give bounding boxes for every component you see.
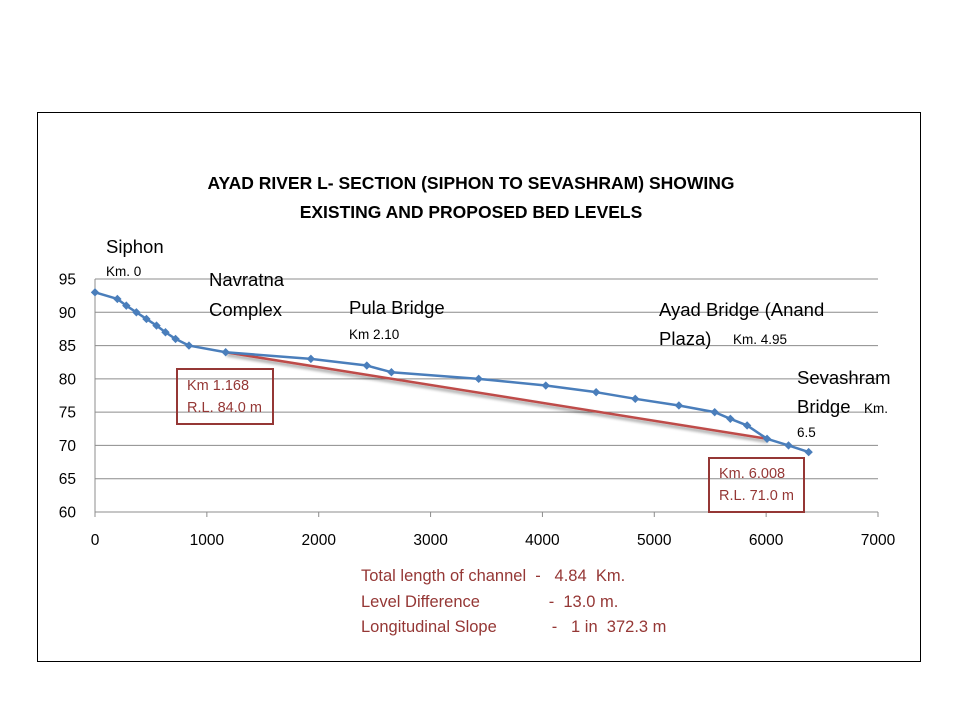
label-sevashram-line-2: Bridge bbox=[797, 396, 850, 417]
existing-bed-level-point bbox=[142, 314, 151, 324]
existing-bed-level-point bbox=[113, 294, 122, 304]
y-tick-label: 65 bbox=[59, 471, 76, 488]
label-ayad-bridge-km: Km. 4.95 bbox=[733, 332, 787, 347]
existing-bed-level-point bbox=[674, 401, 684, 410]
label-sevashram-km: Km. bbox=[864, 401, 888, 416]
label-pula-bridge-km: Km 2.10 bbox=[349, 327, 399, 342]
x-tick-label: 0 bbox=[91, 532, 100, 549]
label-siphon-km: Km. 0 bbox=[106, 264, 141, 279]
x-tick-label: 6000 bbox=[749, 532, 784, 549]
y-tick-labels: 95 90 85 80 75 70 65 60 bbox=[59, 272, 77, 522]
existing-bed-level-series bbox=[90, 288, 813, 457]
existing-bed-level-point bbox=[184, 341, 194, 350]
y-tick-label: 70 bbox=[59, 438, 77, 455]
y-tick-label: 80 bbox=[59, 371, 77, 388]
note-total-length: Total length of channel - 4.84 Km. bbox=[361, 567, 625, 585]
x-tick-label: 1000 bbox=[190, 532, 225, 549]
label-siphon: Siphon bbox=[106, 236, 164, 257]
annotation-start-km: Km 1.168 bbox=[187, 378, 249, 394]
existing-bed-level-point bbox=[804, 447, 813, 457]
existing-bed-level-point bbox=[171, 334, 180, 344]
x-tick-label: 5000 bbox=[637, 532, 672, 549]
y-tick-label: 85 bbox=[59, 338, 76, 355]
note-longitudinal-slope: Longitudinal Slope - 1 in 372.3 m bbox=[361, 618, 666, 636]
proposed-bed-level-line bbox=[225, 350, 768, 441]
existing-bed-level-point bbox=[591, 387, 601, 397]
existing-bed-level-point bbox=[474, 374, 483, 384]
label-ayad-bridge-line-1: Ayad Bridge (Anand bbox=[659, 299, 824, 320]
x-tick-labels: 0 1000 2000 3000 4000 5000 6000 7000 bbox=[91, 532, 896, 549]
existing-bed-level-point bbox=[387, 368, 396, 377]
label-pula-bridge: Pula Bridge bbox=[349, 297, 445, 318]
label-sevashram-line-1: Sevashram bbox=[797, 367, 891, 388]
existing-bed-level-point bbox=[221, 348, 230, 357]
note-level-difference: Level Difference - 13.0 m. bbox=[361, 593, 618, 611]
label-sevashram-km-value: 6.5 bbox=[797, 425, 816, 440]
annotation-start-rl: R.L. 84.0 m bbox=[187, 400, 262, 416]
existing-bed-level-point bbox=[306, 354, 316, 364]
annotation-end-km: Km. 6.008 bbox=[719, 466, 785, 482]
existing-bed-level-point bbox=[122, 301, 131, 310]
x-tick-label: 3000 bbox=[413, 532, 448, 549]
existing-bed-level-point bbox=[541, 381, 550, 390]
chart-title-line-1: AYAD RIVER L- SECTION (SIPHON TO SEVASHR… bbox=[208, 173, 735, 193]
existing-bed-level-point bbox=[152, 321, 161, 330]
existing-bed-level-point bbox=[132, 308, 141, 317]
annotation-end-rl: R.L. 71.0 m bbox=[719, 488, 794, 504]
chart-frame bbox=[37, 112, 921, 662]
x-tick-label: 7000 bbox=[861, 532, 896, 549]
existing-bed-level-point bbox=[710, 407, 719, 417]
annotation-box-start bbox=[176, 368, 274, 425]
existing-bed-level-point bbox=[362, 361, 372, 370]
existing-bed-level-point bbox=[742, 421, 752, 430]
existing-bed-level-point bbox=[726, 414, 735, 423]
y-tick-label: 95 bbox=[59, 272, 76, 289]
existing-bed-level-point bbox=[631, 394, 640, 404]
chart-title-line-2: EXISTING AND PROPOSED BED LEVELS bbox=[300, 202, 643, 222]
gridlines bbox=[95, 278, 878, 480]
existing-bed-level-point bbox=[161, 328, 170, 337]
existing-bed-level-point bbox=[90, 288, 100, 297]
x-tick-label: 4000 bbox=[525, 532, 560, 549]
y-tick-label: 90 bbox=[59, 305, 77, 322]
label-navratna-line-2: Complex bbox=[209, 299, 283, 320]
proposed-bed-level-series bbox=[225, 350, 768, 441]
existing-bed-level-point bbox=[784, 441, 793, 450]
annotation-box-end bbox=[708, 457, 805, 513]
y-tick-label: 60 bbox=[59, 505, 77, 522]
label-ayad-bridge-line-2: Plaza) bbox=[659, 328, 711, 349]
y-tick-label: 75 bbox=[59, 405, 76, 422]
label-navratna-line-1: Navratna bbox=[209, 269, 285, 290]
x-tick-label: 2000 bbox=[301, 532, 336, 549]
existing-bed-level-point bbox=[762, 434, 772, 443]
